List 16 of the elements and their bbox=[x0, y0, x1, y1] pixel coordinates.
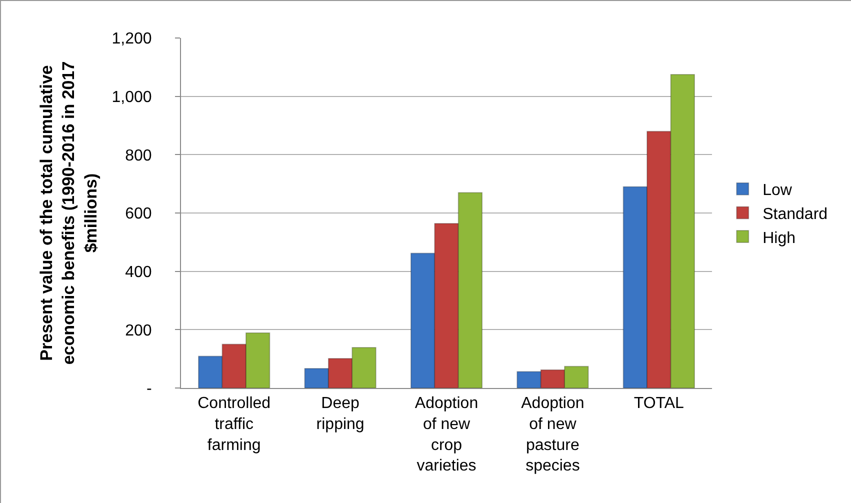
legend-label: Standard bbox=[762, 206, 828, 223]
x-tick-label: Controlled traffic farming bbox=[198, 395, 271, 454]
legend-label: High bbox=[762, 230, 796, 247]
y-tick-label: 1,200 bbox=[112, 30, 152, 48]
y-tick-label: 1,000 bbox=[112, 88, 152, 106]
y-axis-title: Present value of the total cumulative economic benefits (1990-2016 in 2017 $millions) bbox=[37, 61, 100, 365]
x-tick-label: Adoption of new pasture species bbox=[521, 395, 584, 475]
x-tick-label: TOTAL bbox=[634, 395, 684, 412]
y-tick-label: - bbox=[146, 380, 152, 398]
x-tick-label: Adoption of new crop varieties bbox=[414, 395, 478, 475]
y-tick-label: 600 bbox=[125, 206, 152, 223]
y-tick-label: 200 bbox=[125, 322, 152, 340]
legend-label: Low bbox=[762, 182, 792, 200]
y-tick-label: 400 bbox=[125, 264, 152, 281]
x-tick-label: Deep ripping bbox=[316, 395, 364, 433]
y-tick-label: 800 bbox=[125, 147, 152, 164]
